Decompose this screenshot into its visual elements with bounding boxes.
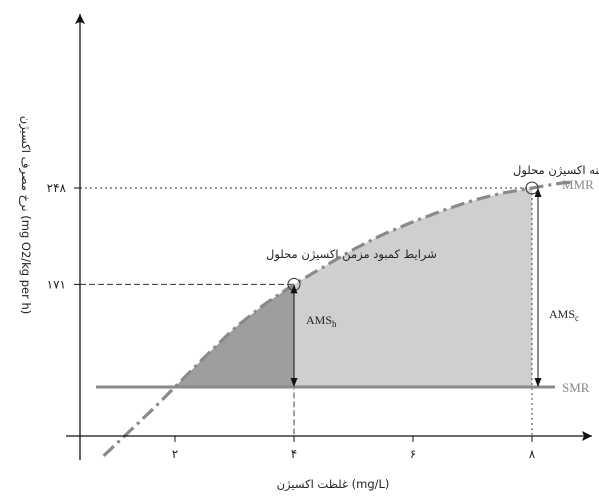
mmr-label: MMR [562,177,594,192]
x-axis-arrow [582,431,592,441]
annotation-optimal: شرایط بهینه اکسیژن محلول [513,163,599,178]
aerobic-scope-area-dark [175,284,294,387]
x-axis-title: غلظت اکسیژن (mg/L) [277,477,390,492]
annotation-hypoxia: شرایط کمبود مزمن اکسیژن محلول [266,247,437,262]
mmr-curve [102,180,574,457]
y-tick-label: ۱۷۱ [47,277,66,291]
ams-label: AMSh [306,313,337,329]
ams-h-arrow-head-bottom [290,378,298,387]
x-tick-label: ۲ [172,447,178,461]
ams-label: AMSc [549,307,579,323]
ams-c-arrow-head-bottom [534,378,542,387]
smr-label: SMR [562,380,590,395]
ams-h-arrow-head-top [290,284,298,294]
y-axis-arrow [75,14,85,24]
x-tick-label: ۸ [529,447,536,461]
y-tick-label: ۲۴۸ [47,181,67,195]
ams-c-arrow-head-top [534,188,542,197]
y-axis-title: نرخ مصرف اکسیژن (mg O2/kg per h) [18,116,33,315]
x-tick-label: ۴ [291,447,297,461]
x-tick-label: ۶ [410,447,416,461]
